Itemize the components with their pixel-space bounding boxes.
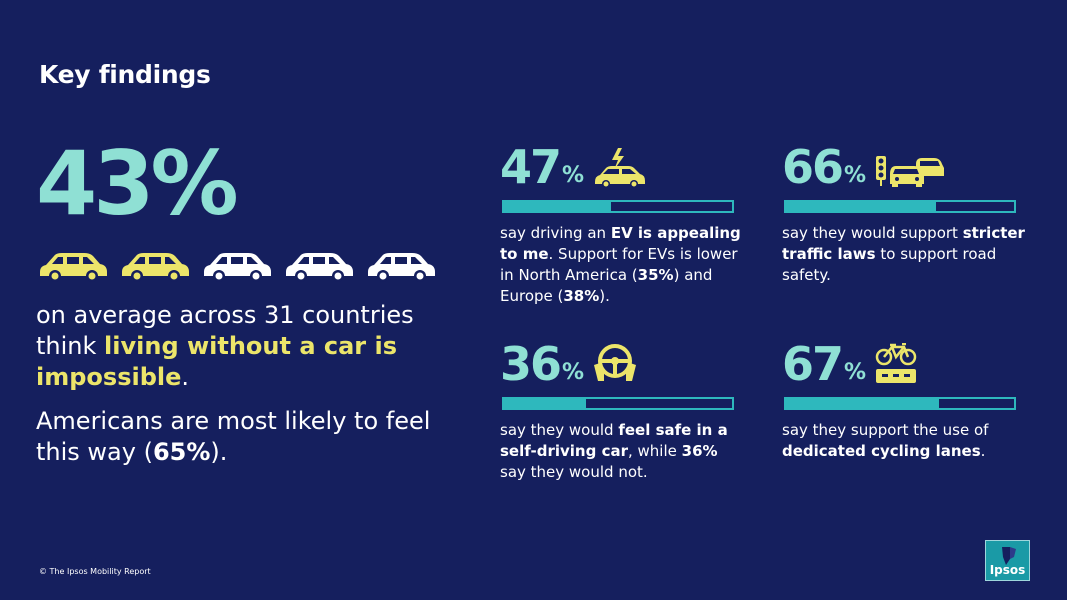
stat-percent-sign: % (844, 163, 867, 188)
stat-text-bold: 36% (681, 442, 718, 460)
logo-mark-icon (1002, 547, 1016, 565)
stat-number: 47 (500, 140, 562, 194)
logo-text: Ipsos (989, 563, 1026, 577)
footer-copyright: © The Ipsos Mobility Report (39, 567, 151, 576)
stat-traffic-laws: 66 % (782, 138, 946, 190)
stat-text-bold: feel safe in a self-driving car (500, 421, 728, 460)
progress-bar-cycling-lanes (784, 397, 1016, 410)
americans-text-post: ). (210, 438, 228, 466)
stat-text: say driving an (500, 224, 611, 242)
progress-bar-traffic-laws (784, 200, 1016, 213)
stat-text-bold: stricter traffic laws (782, 224, 1025, 263)
page-title: Key findings (39, 60, 211, 89)
stat-text: say they would (500, 421, 619, 439)
car-icon-empty (286, 253, 353, 282)
americans-description: Americans are most likely to feel this w… (36, 406, 466, 468)
stat-text-bold: 35% (637, 266, 674, 284)
stat-text: ) and Europe ( (500, 266, 713, 305)
progress-fill-ev (504, 202, 612, 211)
progress-bar-self-driving (502, 397, 734, 410)
stat-text: ). (599, 287, 610, 305)
stat-text: to support road safety. (782, 245, 997, 284)
car-icon-empty (368, 253, 435, 282)
stat-number: 36 (500, 337, 562, 391)
stat-text-bold: 38% (563, 287, 600, 305)
stat-number: 67 (782, 337, 844, 391)
car-icon-empty (204, 253, 271, 282)
headline-percentage: 43% (36, 132, 239, 235)
car-icons-row (36, 248, 438, 284)
steering-wheel-hands-icon (594, 344, 637, 381)
traffic-light-cars-icon (876, 156, 945, 187)
stat-text-bold: EV is appealing to me (500, 224, 741, 263)
ev-car-icon (595, 148, 646, 188)
stat-number: 66 (782, 140, 844, 194)
stat-text: , while (627, 442, 682, 460)
stat-percent-sign: % (844, 360, 867, 385)
stat-text: say they would not. (500, 463, 648, 481)
headline-text-pre: on average across 31 countries think (36, 301, 414, 360)
stat-self-driving: 36 % (500, 335, 638, 387)
bicycle-lane-icon (875, 343, 917, 383)
headline-text-highlight: living without a car is impossible (36, 332, 398, 391)
stat-percent-sign: % (562, 360, 585, 385)
americans-text-bold: 65% (152, 438, 211, 466)
stat-text: say they would support (782, 224, 963, 242)
americans-text-pre: Americans are most likely to feel this w… (36, 407, 431, 466)
progress-bar-ev (502, 200, 734, 213)
stat-text: . Support for EVs is lower in North Amer… (500, 245, 738, 284)
headline-text-post: . (181, 363, 190, 391)
progress-fill-cycling-lanes (786, 399, 939, 408)
stat-ev: 47 % (500, 138, 648, 190)
stat-text: say they support the use of (782, 421, 989, 439)
ipsos-logo: Ipsos (985, 540, 1030, 581)
car-icon-filled (40, 253, 107, 282)
headline-description: on average across 31 countries think liv… (36, 300, 466, 393)
stat-cycling-lanes-description: say they support the use of dedicated cy… (782, 420, 1027, 462)
stat-ev-description: say driving an EV is appealing to me. Su… (500, 223, 745, 307)
stat-self-driving-description: say they would feel safe in a self-drivi… (500, 420, 745, 483)
stat-percent-sign: % (562, 163, 585, 188)
car-icon-filled (122, 253, 189, 282)
progress-fill-traffic-laws (786, 202, 937, 211)
stat-text-bold: dedicated cycling lanes (782, 442, 981, 460)
stat-traffic-laws-description: say they would support stricter traffic … (782, 223, 1027, 286)
progress-fill-self-driving (504, 399, 587, 408)
stat-text: . (980, 442, 986, 460)
stat-cycling-lanes: 67 % (782, 335, 918, 387)
